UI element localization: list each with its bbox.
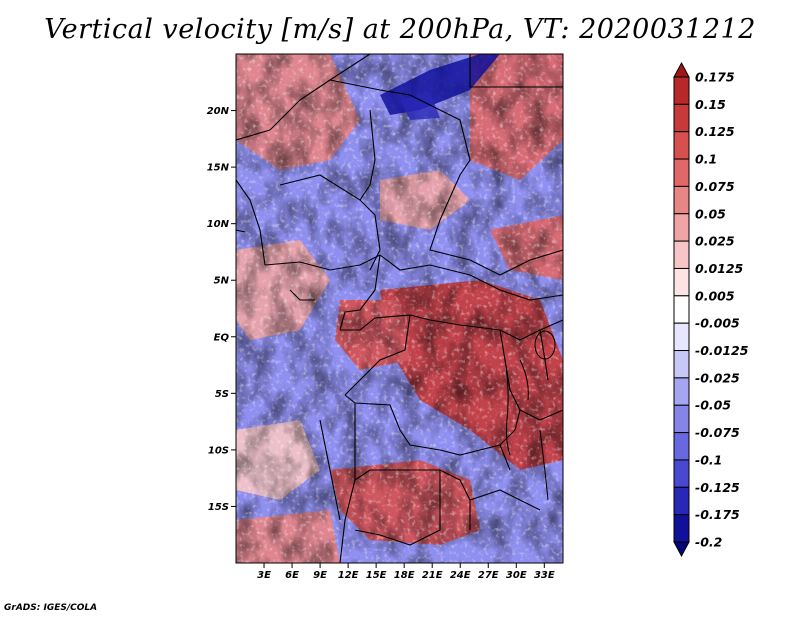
colorbar-swatch — [673, 158, 690, 187]
colorbar-swatch — [673, 514, 690, 543]
colorbar-label: 0.175 — [695, 70, 735, 85]
colorbar-label: -0.075 — [695, 425, 740, 440]
colorbar-label: -0.2 — [695, 535, 722, 550]
latitude-axis: 20N 15N 10N 5N EQ 5S 10S 15S — [207, 106, 236, 513]
country-boundaries — [236, 54, 563, 563]
map-area — [236, 54, 563, 563]
colorbar-swatch — [673, 377, 690, 406]
colorbar-top-arrow — [673, 61, 690, 78]
colorbar-swatch — [673, 103, 690, 133]
lat-tick-label: 5N — [214, 276, 230, 287]
lon-tick-label: 18E — [394, 570, 415, 581]
lat-tick-label: 20N — [207, 106, 230, 117]
colorbar-swatch — [673, 267, 690, 297]
lon-tick-label: 6E — [285, 570, 299, 581]
colorbar-label: 0.075 — [695, 179, 735, 194]
colorbar-swatch — [673, 486, 690, 516]
colorbar-label: 0.125 — [695, 124, 735, 139]
lakes — [504, 330, 556, 501]
colorbar-label: -0.005 — [695, 316, 740, 331]
lon-tick-label: 15E — [366, 570, 387, 581]
lon-tick-label: 9E — [313, 570, 327, 581]
longitude-axis: 3E 6E 9E 12E 15E 18E 21E 24E 27E 30E 33E — [257, 563, 555, 581]
colorbar-bottom-arrow — [673, 541, 690, 558]
colorbar-swatch — [673, 432, 690, 461]
field-speckle — [236, 54, 563, 563]
lon-tick-label: 21E — [422, 570, 443, 581]
colorbar-label: -0.175 — [695, 507, 740, 522]
colorbar-swatch — [673, 350, 690, 379]
lat-tick-label: EQ — [214, 332, 230, 343]
colorbar-label: 0.05 — [695, 206, 726, 221]
colorbar-swatch — [673, 240, 690, 269]
colorbar: 0.175 0.15 0.125 0.1 0.075 0.05 0.025 0.0125 0.0… — [673, 61, 749, 558]
lon-tick-label: 33E — [534, 570, 555, 581]
lon-tick-label: 3E — [257, 570, 271, 581]
colorbar-swatch — [673, 185, 690, 215]
colorbar-swatch — [673, 76, 690, 105]
colorbar-swatch — [673, 295, 690, 324]
colorbar-label: -0.1 — [695, 452, 722, 467]
colorbar-swatch — [673, 404, 690, 434]
colorbar-label: 0.1 — [695, 152, 717, 167]
lon-tick-label: 12E — [338, 570, 359, 581]
colorbar-swatch — [673, 459, 690, 488]
colorbar-label: -0.025 — [695, 370, 740, 385]
map-frame — [235, 53, 564, 564]
colorbar-swatch — [673, 213, 690, 242]
colorbar-label: -0.05 — [695, 398, 731, 413]
colorbar-label: 0.0125 — [695, 261, 744, 276]
chart-title: Vertical velocity [m/s] at 200hPa, VT: 2… — [44, 14, 756, 45]
grads-credit: GrADS: IGES/COLA — [4, 603, 98, 613]
lat-tick-label: 10S — [208, 445, 229, 456]
lat-tick-label: 10N — [207, 219, 230, 230]
colorbar-label: 0.025 — [695, 234, 735, 249]
lat-tick-label: 5S — [215, 389, 229, 400]
colorbar-label: 0.15 — [695, 97, 726, 112]
colorbar-label: 0.005 — [695, 288, 735, 303]
colorbar-swatch — [673, 131, 690, 160]
colorbar-label: -0.125 — [695, 480, 740, 495]
lat-tick-label: 15N — [207, 163, 230, 174]
lon-tick-label: 30E — [506, 570, 527, 581]
lat-tick-label: 15S — [208, 502, 229, 513]
lon-tick-label: 24E — [450, 570, 471, 581]
colorbar-label: -0.0125 — [695, 343, 749, 358]
colorbar-swatch — [673, 322, 690, 352]
lon-tick-label: 27E — [478, 570, 499, 581]
